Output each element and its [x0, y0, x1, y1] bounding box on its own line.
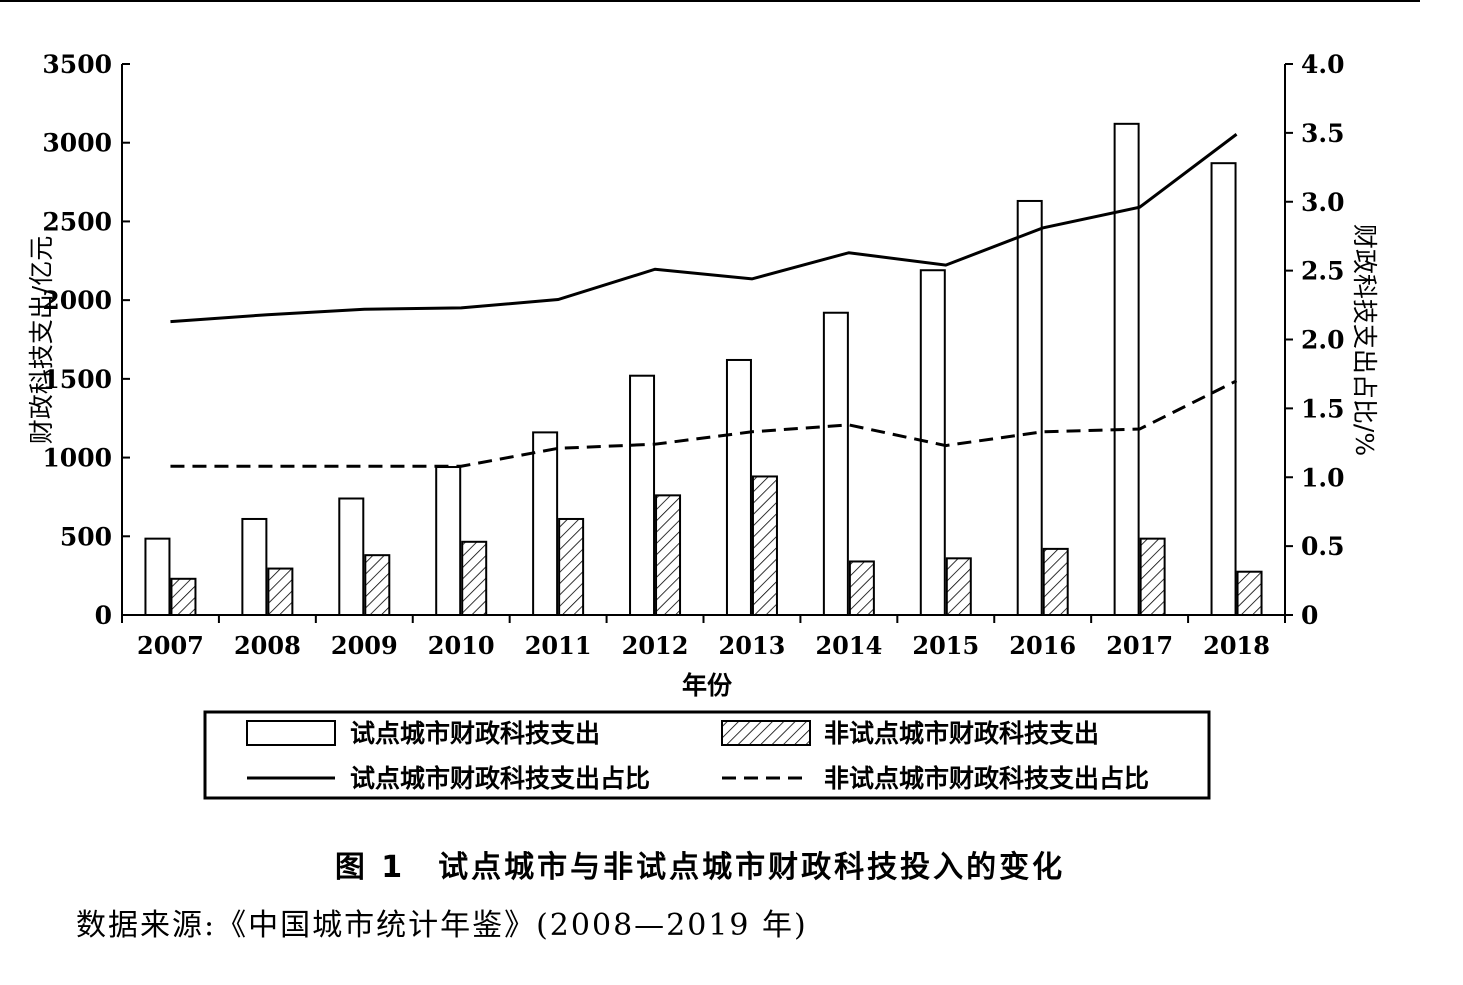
x-tick-label: 2016	[1009, 631, 1076, 660]
right-y-tick-label: 3.0	[1301, 188, 1345, 217]
pilot-spending-bar	[144, 537, 171, 617]
right-y-axis-label: 财政科技支出占比/%	[1350, 224, 1379, 456]
pilot-spending-bar	[1016, 199, 1043, 616]
legend-label: 试点城市财政科技支出占比	[350, 764, 650, 793]
source-note: 数据来源:《中国城市统计年鉴》(2008—2019 年)	[76, 908, 808, 943]
pilot-spending-bar	[822, 311, 849, 616]
pilot-share-line	[170, 133, 1238, 324]
nonpilot-spending-bar	[1139, 537, 1166, 617]
pilot-spending-bar	[435, 466, 462, 617]
legend-swatch-hatched-bar	[721, 720, 811, 746]
right-y-tick-label: 0	[1301, 601, 1318, 630]
right-y-tick-label: 3.5	[1301, 119, 1345, 148]
nonpilot-spending-bar	[461, 540, 488, 616]
pilot-spending-bar	[725, 358, 752, 617]
nonpilot-spending-bar	[655, 494, 682, 616]
legend-swatch-open-bar	[246, 720, 336, 746]
nonpilot-spending-bar	[364, 554, 391, 616]
top-rule	[0, 0, 1420, 2]
pilot-spending-bar	[532, 431, 559, 616]
pilot-spending-bar	[338, 497, 365, 617]
pilot-spending-bar	[241, 517, 268, 616]
right-y-tick-label: 2.5	[1301, 257, 1345, 286]
nonpilot-spending-bar	[558, 517, 585, 616]
left-y-tick-label: 3000	[42, 129, 112, 158]
left-y-tick-label: 500	[60, 522, 112, 551]
right-y-tick-label: 1.5	[1301, 394, 1345, 423]
pilot-spending-bar	[1113, 122, 1140, 617]
legend-label: 非试点城市财政科技支出占比	[824, 764, 1149, 793]
pilot-spending-bar	[1210, 162, 1237, 616]
pilot-spending-bar	[919, 269, 946, 616]
x-tick-label: 2013	[719, 631, 786, 660]
x-tick-label: 2007	[137, 631, 204, 660]
x-tick-label: 2008	[234, 631, 301, 660]
nonpilot-spending-bar	[945, 557, 972, 617]
x-tick-label: 2009	[331, 631, 398, 660]
left-y-tick-label: 2000	[42, 286, 112, 315]
nonpilot-spending-bar	[751, 475, 778, 616]
nonpilot-spending-bar	[848, 560, 875, 617]
nonpilot-spending-bar	[267, 567, 294, 617]
pilot-spending-bar	[629, 374, 656, 616]
x-tick-label: 2012	[622, 631, 689, 660]
x-tick-label: 2014	[815, 631, 882, 660]
legend-label: 非试点城市财政科技支出	[824, 719, 1099, 748]
left-y-tick-label: 1000	[42, 444, 112, 473]
x-tick-label: 2015	[912, 631, 979, 660]
x-tick-label: 2018	[1203, 631, 1270, 660]
nonpilot-spending-bar	[1236, 570, 1263, 617]
right-y-tick-label: 4.0	[1301, 50, 1345, 79]
left-y-tick-label: 0	[95, 601, 112, 630]
figure-caption: 图 1 试点城市与非试点城市财政科技投入的变化	[334, 850, 1066, 885]
x-tick-label: 2017	[1106, 631, 1173, 660]
legend-label: 试点城市财政科技支出	[350, 719, 600, 748]
nonpilot-share-line	[170, 379, 1238, 468]
nonpilot-spending-bar	[170, 577, 197, 617]
dual-axis-chart: 0 500 1000 1500 2000 2500 3000 3500 0 0.5 1.0 1.5 2.…	[27, 50, 1379, 800]
nonpilot-spending-bar	[1042, 547, 1069, 617]
x-tick-label: 2011	[525, 631, 592, 660]
left-y-tick-label: 3500	[42, 50, 112, 79]
right-y-tick-label: 0.5	[1301, 532, 1345, 561]
x-tick-label: 2010	[428, 631, 495, 660]
right-y-tick-label: 1.0	[1301, 463, 1345, 492]
left-y-tick-label: 2500	[42, 207, 112, 236]
right-y-tick-label: 2.0	[1301, 326, 1345, 355]
legend-box	[203, 710, 1211, 800]
left-y-tick-label: 1500	[42, 365, 112, 394]
left-y-axis-label: 财政科技支出/亿元	[27, 236, 56, 444]
x-axis-label: 年份	[682, 671, 732, 700]
